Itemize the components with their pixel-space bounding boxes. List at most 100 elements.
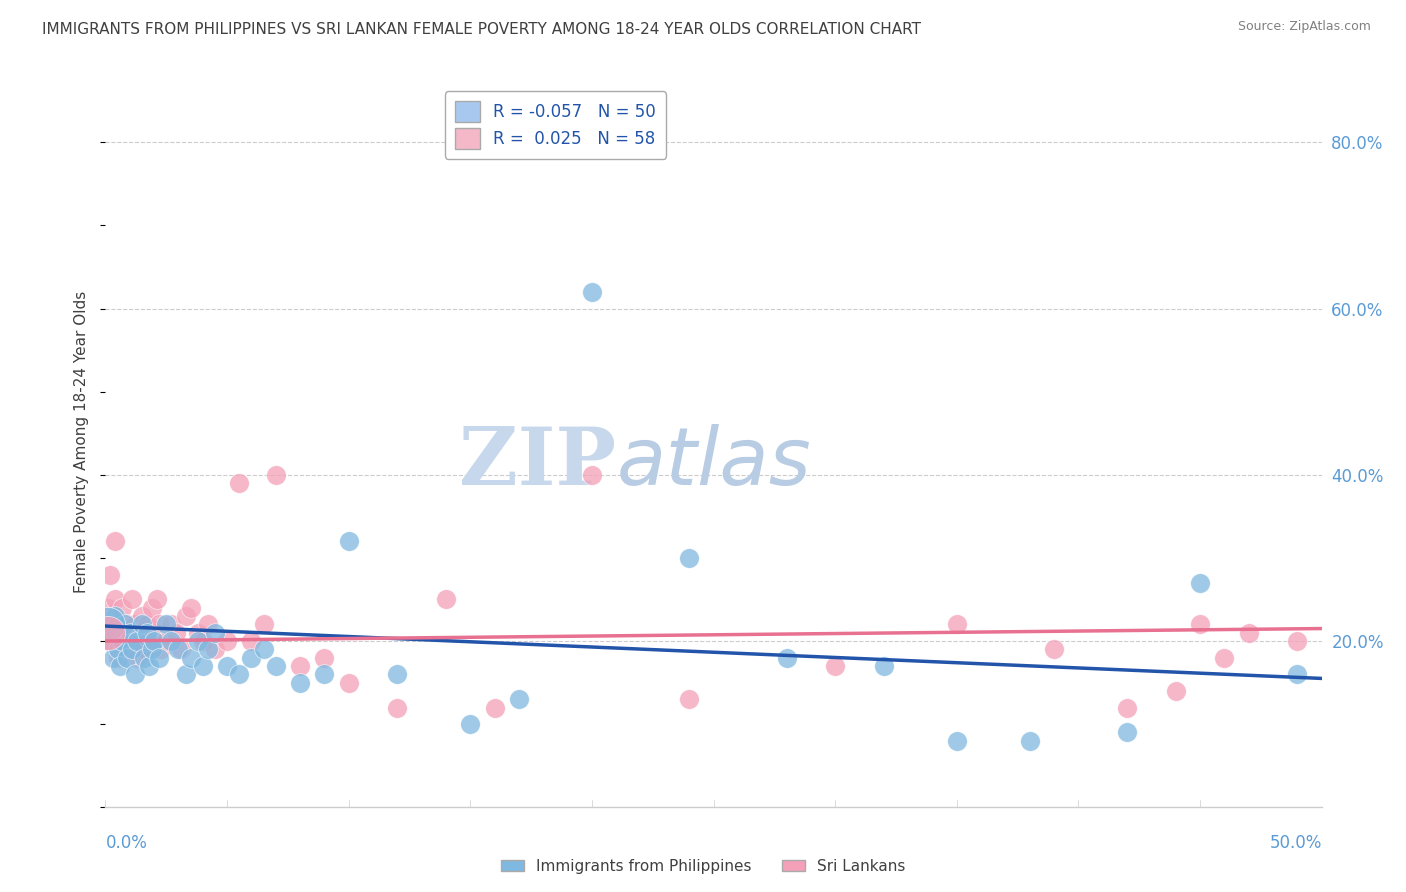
Point [108, 659, 131, 673]
Point [1213, 650, 1236, 665]
Point [121, 592, 143, 607]
Point [134, 650, 156, 665]
Point [97, 600, 120, 615]
Point [1164, 684, 1187, 698]
Point [252, 642, 274, 657]
Point [104, 534, 127, 549]
Point [148, 650, 170, 665]
Point [128, 634, 150, 648]
Point [187, 634, 209, 648]
Point [228, 476, 250, 491]
Point [314, 650, 336, 665]
Point [135, 625, 157, 640]
Point [288, 659, 311, 673]
Point [98, 634, 121, 648]
Point [150, 642, 173, 657]
Point [264, 659, 287, 673]
Point [124, 617, 146, 632]
Point [678, 692, 700, 706]
Point [155, 634, 177, 648]
Point [434, 592, 457, 607]
Point [138, 659, 160, 673]
Point [581, 467, 603, 482]
Point [204, 642, 226, 657]
Point [217, 659, 239, 673]
Point [387, 700, 409, 714]
Legend: R = -0.057   N = 50, R =  0.025   N = 58: R = -0.057 N = 50, R = 0.025 N = 58 [444, 92, 666, 159]
Point [117, 650, 139, 665]
Point [165, 625, 187, 640]
Point [873, 659, 896, 673]
Point [1189, 575, 1212, 590]
Point [204, 625, 226, 640]
Point [170, 642, 193, 657]
Point [101, 650, 124, 665]
Point [107, 617, 129, 632]
Legend: Immigrants from Philippines, Sri Lankans: Immigrants from Philippines, Sri Lankans [495, 853, 911, 880]
Point [124, 667, 146, 681]
Point [1189, 617, 1212, 632]
Point [187, 625, 209, 640]
Point [174, 667, 197, 681]
Text: ZIP: ZIP [460, 425, 616, 502]
Point [104, 609, 127, 624]
Point [387, 667, 409, 681]
Point [104, 592, 127, 607]
Point [145, 592, 167, 607]
Point [174, 609, 197, 624]
Point [108, 634, 131, 648]
Point [111, 634, 134, 648]
Point [945, 617, 967, 632]
Point [228, 667, 250, 681]
Point [98, 567, 121, 582]
Point [508, 692, 530, 706]
Point [97, 625, 120, 640]
Point [191, 634, 214, 648]
Point [180, 600, 202, 615]
Point [98, 634, 121, 648]
Point [138, 634, 160, 648]
Point [101, 617, 124, 632]
Point [121, 642, 143, 657]
Point [1116, 725, 1139, 739]
Point [775, 650, 797, 665]
Point [288, 675, 311, 690]
Point [97, 617, 120, 632]
Point [131, 617, 153, 632]
Point [1237, 625, 1260, 640]
Point [1116, 700, 1139, 714]
Point [337, 534, 360, 549]
Y-axis label: Female Poverty Among 18-24 Year Olds: Female Poverty Among 18-24 Year Olds [75, 291, 90, 592]
Point [314, 667, 336, 681]
Point [114, 617, 136, 632]
Point [135, 617, 157, 632]
Text: 0.0%: 0.0% [105, 834, 148, 852]
Point [107, 650, 129, 665]
Text: atlas: atlas [616, 425, 811, 502]
Point [252, 617, 274, 632]
Point [125, 650, 148, 665]
Point [197, 642, 219, 657]
Text: IMMIGRANTS FROM PHILIPPINES VS SRI LANKAN FEMALE POVERTY AMONG 18-24 YEAR OLDS C: IMMIGRANTS FROM PHILIPPINES VS SRI LANKA… [42, 22, 921, 37]
Point [167, 642, 190, 657]
Point [484, 700, 506, 714]
Point [1286, 667, 1309, 681]
Point [125, 634, 148, 648]
Point [1018, 733, 1040, 747]
Point [117, 617, 139, 632]
Point [191, 659, 214, 673]
Point [148, 617, 170, 632]
Point [824, 659, 846, 673]
Point [1286, 634, 1309, 648]
Point [141, 642, 163, 657]
Point [581, 285, 603, 299]
Point [180, 650, 202, 665]
Point [143, 634, 166, 648]
Point [160, 617, 183, 632]
Point [118, 625, 141, 640]
Point [97, 617, 120, 632]
Point [111, 600, 134, 615]
Point [107, 642, 129, 657]
Point [114, 642, 136, 657]
Text: 50.0%: 50.0% [1270, 834, 1322, 852]
